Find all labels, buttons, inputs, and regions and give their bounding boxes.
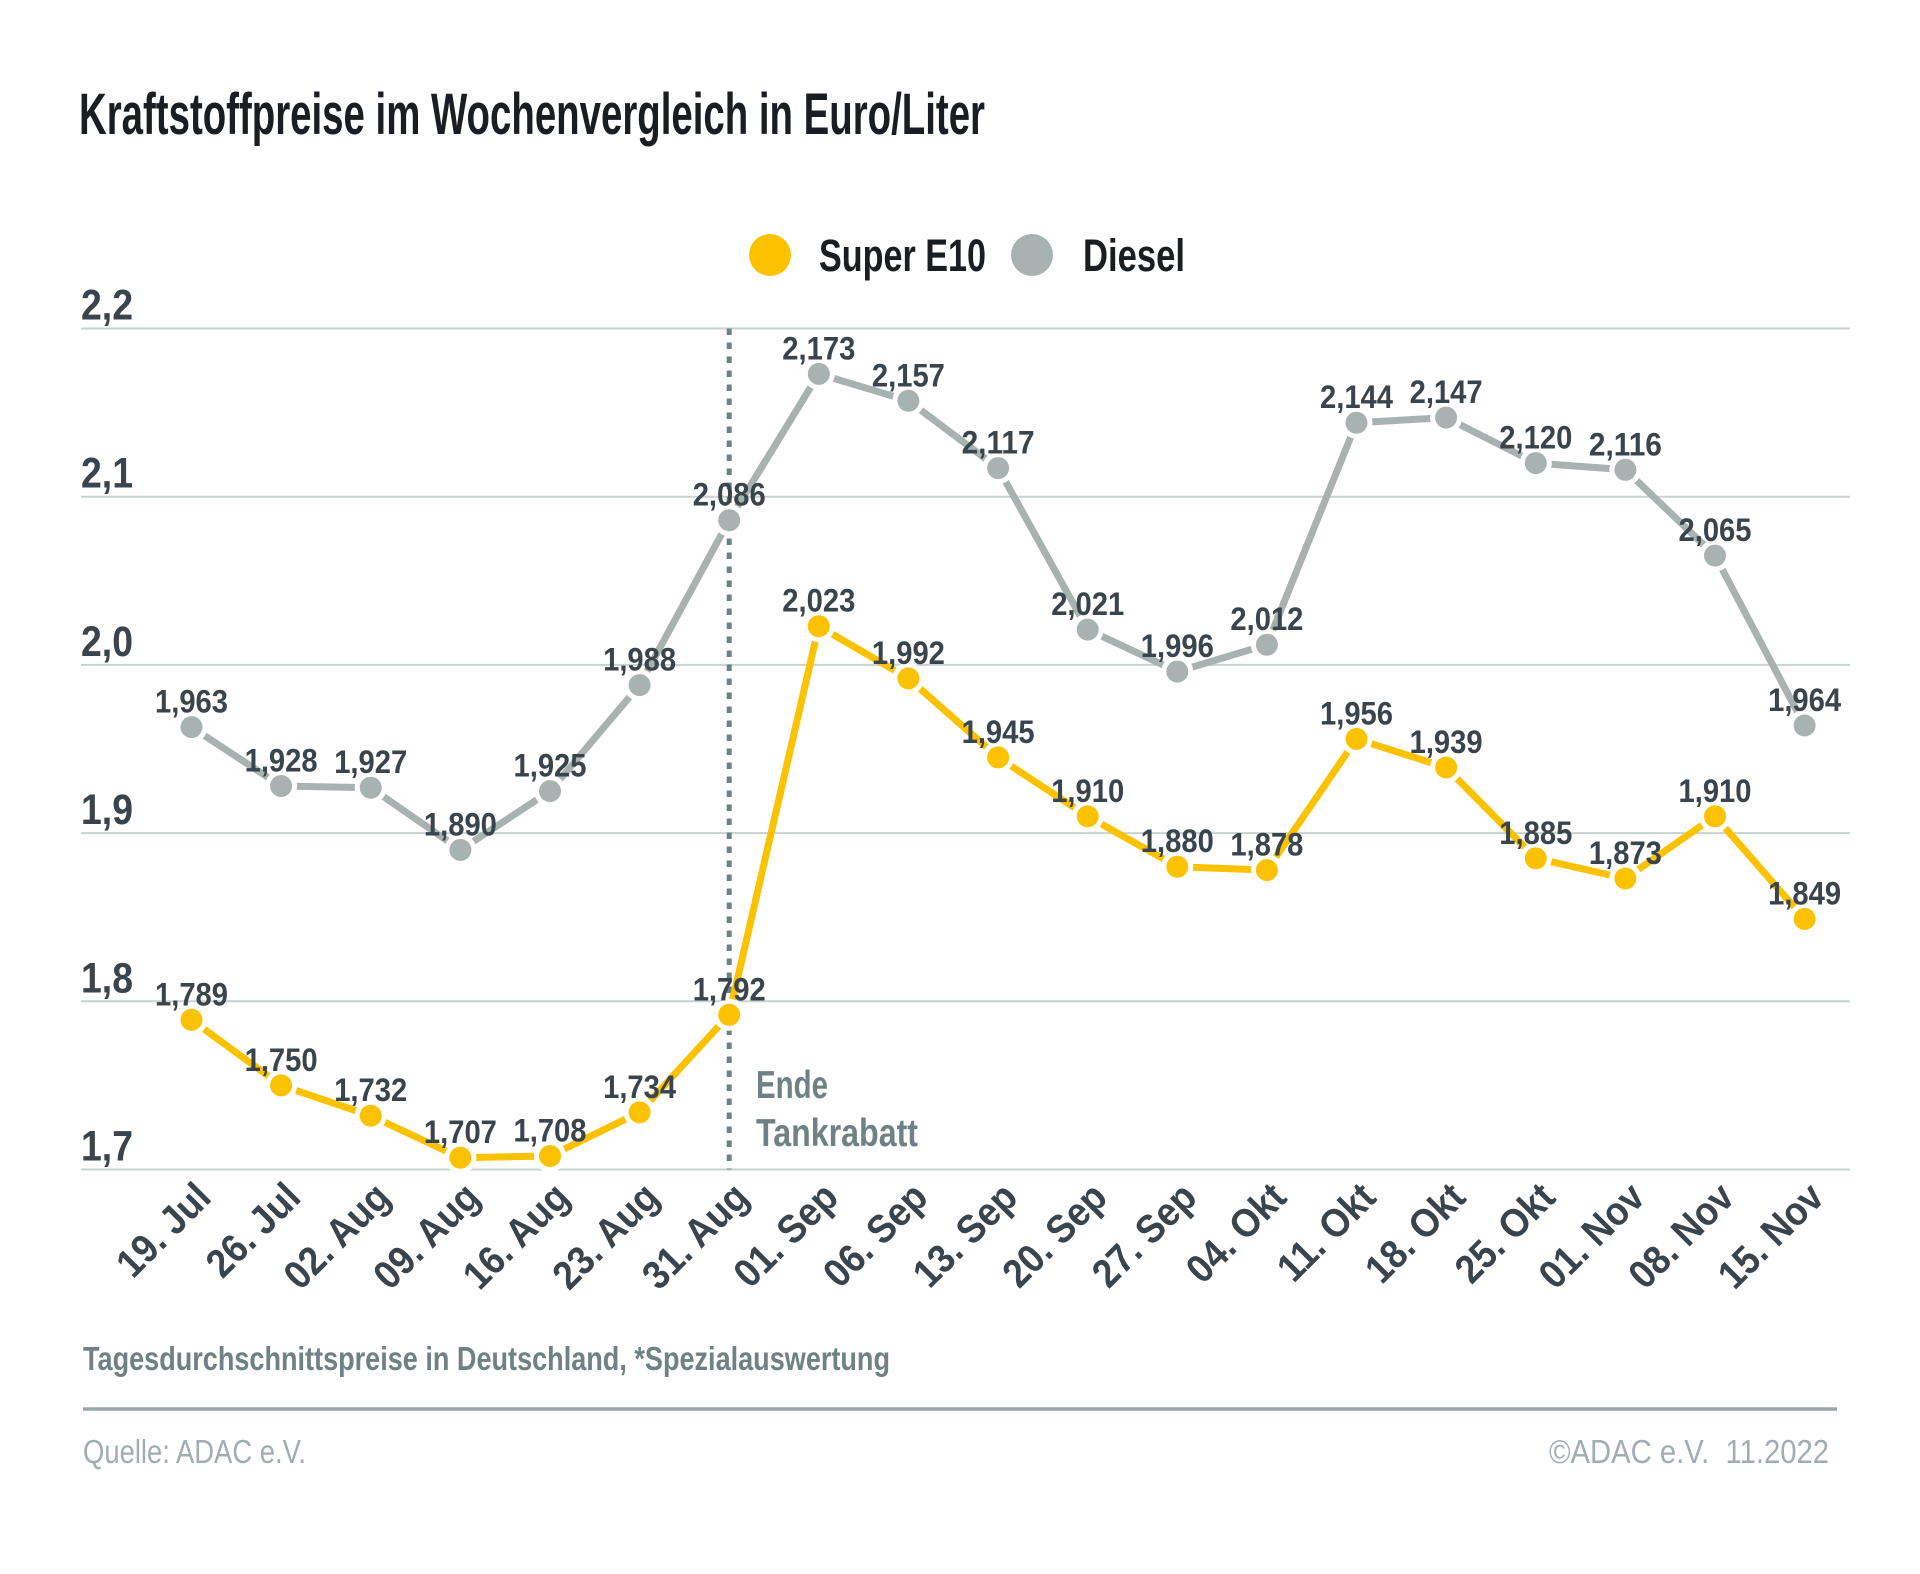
svg-text:2,157: 2,157 bbox=[872, 357, 945, 393]
svg-text:1,708: 1,708 bbox=[514, 1113, 587, 1149]
svg-text:2,144: 2,144 bbox=[1320, 379, 1393, 415]
svg-text:1,792: 1,792 bbox=[693, 971, 766, 1007]
svg-text:2,023: 2,023 bbox=[782, 583, 855, 619]
svg-text:1,927: 1,927 bbox=[334, 744, 407, 780]
svg-text:Tagesdurchschnittspreise in De: Tagesdurchschnittspreise in Deutschland,… bbox=[83, 1340, 890, 1377]
svg-text:2,120: 2,120 bbox=[1499, 420, 1572, 456]
svg-text:Kraftstoffpreise im Wochenverg: Kraftstoffpreise im Wochenvergleich in E… bbox=[79, 82, 985, 147]
svg-text:1,996: 1,996 bbox=[1141, 628, 1214, 664]
svg-text:1,910: 1,910 bbox=[1051, 773, 1124, 809]
svg-text:2,1: 2,1 bbox=[81, 450, 133, 498]
svg-text:1,732: 1,732 bbox=[334, 1072, 407, 1108]
svg-text:2,086: 2,086 bbox=[693, 477, 766, 513]
svg-text:Super E10: Super E10 bbox=[819, 230, 986, 281]
svg-text:1,992: 1,992 bbox=[872, 635, 945, 671]
svg-text:1,890: 1,890 bbox=[424, 806, 497, 842]
svg-text:Diesel: Diesel bbox=[1083, 230, 1185, 281]
svg-text:Tankrabatt: Tankrabatt bbox=[756, 1112, 918, 1155]
svg-text:2,117: 2,117 bbox=[962, 425, 1035, 461]
svg-text:Quelle: ADAC e.V.: Quelle: ADAC e.V. bbox=[83, 1433, 306, 1470]
svg-text:1,707: 1,707 bbox=[424, 1114, 497, 1150]
svg-text:1,873: 1,873 bbox=[1589, 835, 1662, 871]
svg-text:2,116: 2,116 bbox=[1589, 426, 1662, 462]
svg-text:1,945: 1,945 bbox=[962, 714, 1035, 750]
svg-text:1,964: 1,964 bbox=[1768, 682, 1841, 718]
svg-text:1,750: 1,750 bbox=[245, 1042, 318, 1078]
svg-text:1,878: 1,878 bbox=[1230, 827, 1303, 863]
svg-text:2,065: 2,065 bbox=[1679, 512, 1752, 548]
svg-text:2,2: 2,2 bbox=[81, 282, 133, 330]
svg-text:1,849: 1,849 bbox=[1768, 875, 1841, 911]
svg-text:1,956: 1,956 bbox=[1320, 695, 1393, 731]
svg-text:2,012: 2,012 bbox=[1230, 601, 1303, 637]
svg-text:1,7: 1,7 bbox=[81, 1123, 133, 1171]
svg-text:1,9: 1,9 bbox=[81, 786, 133, 834]
svg-text:1,789: 1,789 bbox=[155, 976, 228, 1012]
svg-text:2,147: 2,147 bbox=[1410, 374, 1483, 410]
svg-text:1,885: 1,885 bbox=[1499, 815, 1572, 851]
svg-text:1,880: 1,880 bbox=[1141, 823, 1214, 859]
svg-text:1,925: 1,925 bbox=[514, 748, 587, 784]
svg-text:1,8: 1,8 bbox=[81, 954, 133, 1002]
svg-text:1,939: 1,939 bbox=[1410, 724, 1483, 760]
svg-text:1,734: 1,734 bbox=[603, 1069, 676, 1105]
svg-text:1,988: 1,988 bbox=[603, 642, 676, 678]
svg-text:1,928: 1,928 bbox=[245, 743, 318, 779]
svg-text:2,173: 2,173 bbox=[782, 330, 855, 366]
svg-text:Ende: Ende bbox=[756, 1064, 828, 1107]
svg-text:©ADAC e.V. 11.2022: ©ADAC e.V. 11.2022 bbox=[1549, 1433, 1829, 1470]
svg-text:2,021: 2,021 bbox=[1051, 586, 1124, 622]
svg-text:1,910: 1,910 bbox=[1679, 773, 1752, 809]
svg-text:1,963: 1,963 bbox=[155, 684, 228, 720]
svg-text:2,0: 2,0 bbox=[81, 618, 133, 666]
